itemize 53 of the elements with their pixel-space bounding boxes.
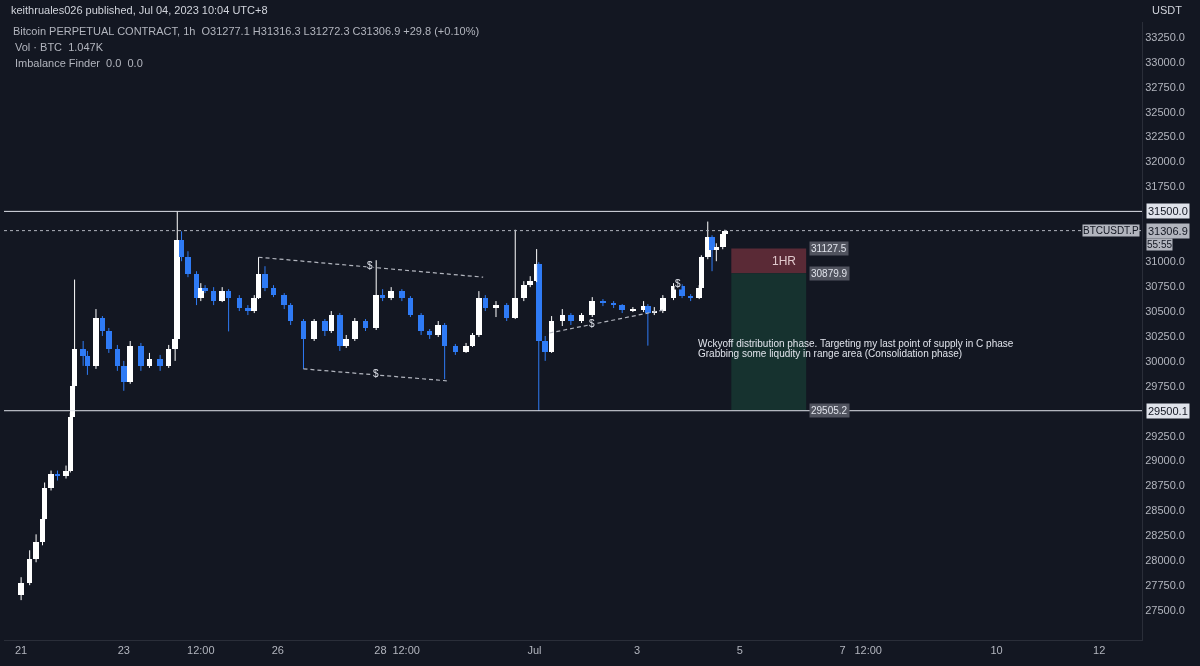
y-tick-label: 29750.0 — [1145, 379, 1185, 392]
y-tick-label: 27500.0 — [1145, 603, 1185, 616]
x-tick-label: 28 — [374, 644, 387, 657]
y-tick-label: 29000.0 — [1145, 454, 1185, 467]
y-tick-label: 32750.0 — [1145, 80, 1185, 93]
text: keithruales026 published, Jul 04, 2023 10:04 UTC+8 — [11, 4, 268, 16]
text: 55:55 — [1147, 239, 1173, 250]
y-tick-label: 33250.0 — [1145, 30, 1185, 43]
annotation: $ — [675, 278, 681, 289]
x-tick-label: 3 — [634, 644, 641, 657]
annotation: BTCUSDT.P — [1083, 225, 1139, 236]
x-tick-label: 26 — [271, 644, 284, 657]
y-tick-label: 27750.0 — [1145, 579, 1185, 592]
ref-line-label: 29500.1 — [1148, 405, 1188, 417]
y-tick-label: 32500.0 — [1145, 105, 1185, 118]
annotation: $ — [373, 368, 379, 379]
y-tick-label: 30500.0 — [1145, 304, 1185, 317]
x-tick-label: 12 — [1093, 644, 1106, 657]
y-tick-label: 33000.0 — [1145, 55, 1185, 68]
annotation: Vol · BTC 1.047K — [15, 41, 104, 53]
x-tick-label: 7 — [839, 644, 846, 657]
y-tick-label: 28750.0 — [1145, 479, 1185, 492]
annotation: 30879.9 — [811, 268, 848, 279]
ref-line-label: 31306.9 — [1148, 225, 1188, 237]
x-tick-label: Jul — [527, 644, 542, 657]
x-tick-label: 23 — [117, 644, 130, 657]
x-tick-label: 5 — [736, 644, 743, 657]
ref-line-label: 31500.0 — [1148, 205, 1188, 217]
x-tick-label: 12:00 — [392, 644, 420, 657]
x-tick-label: 12:00 — [187, 644, 215, 657]
y-tick-label: 29250.0 — [1145, 429, 1185, 442]
y-tick-label: 28000.0 — [1145, 554, 1185, 567]
y-tick-label: 28250.0 — [1145, 529, 1185, 542]
y-tick-label: 28500.0 — [1145, 504, 1185, 517]
y-tick-label: 30250.0 — [1145, 329, 1185, 342]
y-tick-label: 30000.0 — [1145, 354, 1185, 367]
annotation: 31127.5 — [811, 243, 847, 254]
y-tick-label: 31750.0 — [1145, 180, 1185, 193]
y-tick-label: 30750.0 — [1145, 280, 1185, 292]
annotation: $ — [367, 260, 373, 271]
x-tick-label: 10 — [990, 644, 1003, 657]
chart-title: Bitcoin PERPETUAL CONTRACT, 1h O31277.1 H31316.3 L31272.3 C31306.9 +29.8 (+0.10%) — [13, 24, 480, 37]
y-tick-label: 32250.0 — [1145, 130, 1185, 143]
annotation: $ — [589, 318, 595, 329]
band-label: 1HR — [772, 254, 797, 268]
x-tick-label: 21 — [14, 644, 28, 657]
x-tick-label: 12:00 — [854, 644, 882, 657]
annotation: Imbalance Finder 0.0 0.0 — [15, 57, 143, 69]
text: USDT — [1152, 4, 1183, 16]
annotation: Wckyoff distribution phase. Targeting my last point of supply in C phase — [698, 338, 1014, 349]
y-tick-label: 31000.0 — [1145, 255, 1185, 268]
annotation: 29505.2 — [811, 405, 848, 416]
y-tick-label: 32000.0 — [1145, 155, 1185, 168]
